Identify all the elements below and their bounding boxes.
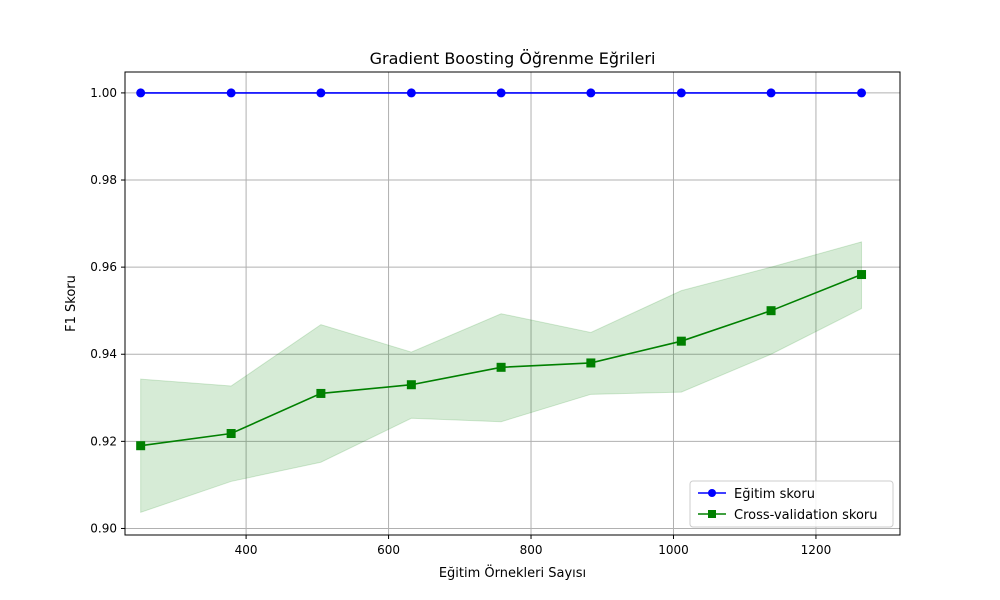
data-point-0	[136, 88, 146, 98]
x-tick-label: 400	[235, 543, 258, 557]
x-tick-label: 1200	[801, 543, 832, 557]
x-tick-label: 600	[377, 543, 400, 557]
legend-label-cv: Cross-validation skoru	[734, 508, 878, 523]
data-point-0	[586, 88, 596, 98]
chart-title: Gradient Boosting Öğrenme Eğrileri	[370, 49, 656, 68]
y-tick-label: 0.90	[90, 521, 117, 535]
band-layer	[140, 241, 863, 514]
data-point-1	[857, 270, 867, 280]
y-tick-label: 0.96	[90, 260, 117, 274]
data-point-1	[136, 441, 146, 451]
data-point-0	[496, 88, 506, 98]
y-axis-label: F1 Skoru	[64, 275, 79, 332]
x-axis-label: Eğitim Örnekleri Sayısı	[439, 564, 586, 581]
data-point-0	[857, 88, 867, 98]
data-point-1	[676, 336, 686, 346]
legend-box	[689, 480, 894, 528]
x-tick-label: 800	[520, 543, 543, 557]
data-point-1	[766, 306, 776, 316]
plot-frame	[124, 71, 901, 536]
data-point-0	[766, 88, 776, 98]
series-layer	[136, 88, 867, 451]
y-tick-label: 1.00	[90, 86, 117, 100]
y-tick-label: 0.94	[90, 347, 117, 361]
x-tick-label: 1000	[658, 543, 689, 557]
data-point-1	[406, 380, 416, 390]
data-point-0	[406, 88, 416, 98]
data-point-0	[316, 88, 326, 98]
y-tick-label: 0.92	[90, 434, 117, 448]
legend-marker-train	[708, 489, 716, 497]
data-point-1	[316, 388, 326, 398]
confidence-band-1	[140, 241, 863, 514]
legend: Eğitim skoru Cross-validation skoru	[689, 480, 894, 528]
data-point-1	[496, 362, 506, 372]
data-point-1	[586, 358, 596, 368]
data-point-0	[676, 88, 686, 98]
y-tick-label: 0.98	[90, 173, 117, 187]
tick-layer: 400 600 800 1000 1200 0.90 0.92 0.94 0.96 0.98 1.0…	[90, 86, 831, 557]
legend-label-train: Eğitim skoru	[734, 487, 815, 502]
data-point-0	[226, 88, 236, 98]
data-point-1	[226, 429, 236, 439]
legend-marker-cv	[708, 510, 716, 518]
